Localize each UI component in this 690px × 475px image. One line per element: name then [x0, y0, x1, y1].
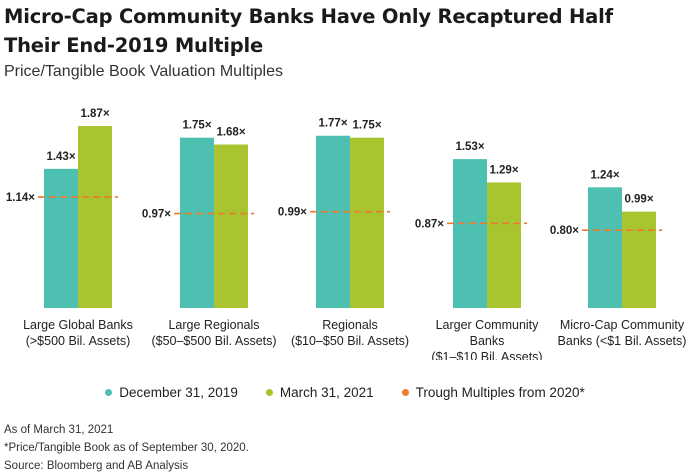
trough-label-0: 1.14× [6, 192, 35, 204]
footnote-asterisk: *Price/Tangible Book as of September 30,… [4, 442, 249, 454]
legend-item-series1: December 31, 2019 [105, 385, 238, 400]
bar-value-label-series1-2: 1.77× [318, 118, 347, 130]
legend-marker-trough [401, 389, 409, 396]
bar-value-label-series2-2: 1.75× [352, 120, 381, 132]
bar-value-label-series1-0: 1.43× [46, 151, 75, 163]
chart-legend: December 31, 2019 March 31, 2021 Trough … [0, 385, 690, 400]
category-label-0-line-1: (>$500 Bil. Assets) [26, 334, 131, 348]
category-label-3-line-2: ($1–$10 Bil. Assets) [431, 350, 542, 360]
category-label-2-line-1: ($10–$50 Bil. Assets) [291, 334, 409, 348]
bar-series2-3 [487, 182, 521, 308]
trough-label-3: 0.87× [415, 218, 444, 230]
category-label-1-line-0: Large Regionals [168, 318, 259, 332]
trough-label-2: 0.99× [278, 207, 307, 219]
legend-item-series2: March 31, 2021 [265, 385, 374, 400]
bar-series1-2 [316, 135, 350, 308]
bar-value-label-series1-3: 1.53× [455, 141, 484, 153]
bar-chart: 1.43× 1.87× 1.14× Large Global Banks (>$500 … [6, 108, 687, 360]
category-label-3-line-1: Banks [470, 334, 505, 348]
trough-label-4: 0.80× [550, 225, 579, 237]
legend-label-series2: March 31, 2021 [279, 385, 374, 400]
bar-series1-0 [44, 168, 78, 308]
bar-value-label-series1-4: 1.24× [590, 169, 619, 181]
category-label-0-line-0: Large Global Banks [23, 318, 133, 332]
footnotes: As of March 31, 2021 *Price/Tangible Boo… [4, 421, 249, 475]
trough-label-1: 0.97× [142, 209, 171, 221]
legend-label-series1: December 31, 2019 [119, 385, 238, 400]
legend-marker-series1 [105, 389, 113, 396]
legend-label-trough: Trough Multiples from 2020* [415, 385, 585, 400]
category-label-2-line-0: Regionals [322, 318, 378, 332]
bar-value-label-series1-1: 1.75× [182, 120, 211, 132]
category-label-4-line-1: Banks (<$1 Bil. Assets) [558, 334, 687, 348]
bar-value-label-series2-1: 1.68× [216, 126, 245, 138]
legend-item-trough: Trough Multiples from 2020* [401, 385, 585, 400]
bar-series2-4 [622, 211, 656, 308]
chart-title: Micro-Cap Community Banks Have Only Reca… [4, 5, 613, 57]
bar-series1-4 [588, 187, 622, 308]
bar-value-label-series2-3: 1.29× [489, 164, 518, 176]
bar-series2-0 [78, 126, 112, 308]
footnote-as-of: As of March 31, 2021 [4, 424, 114, 436]
bar-series2-1 [214, 144, 248, 308]
category-label-3-line-0: Larger Community [436, 318, 540, 332]
footnote-source: Source: Bloomberg and AB Analysis [4, 460, 189, 472]
chart-subtitle: Price/Tangible Book Valuation Multiples [4, 63, 283, 80]
bar-value-label-series2-0: 1.87× [80, 108, 109, 120]
bar-series1-3 [453, 159, 487, 308]
bar-series2-2 [350, 137, 384, 308]
category-label-1-line-1: ($50–$500 Bil. Assets) [151, 334, 276, 348]
bar-series1-1 [180, 137, 214, 308]
category-label-4-line-0: Micro-Cap Community [560, 318, 685, 332]
bar-value-label-series2-4: 0.99× [624, 194, 653, 206]
legend-marker-series2 [265, 389, 273, 396]
